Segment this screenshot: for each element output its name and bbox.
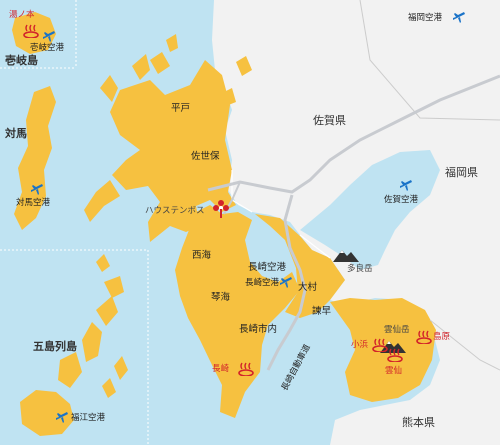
goto-main: [20, 390, 74, 436]
onsen-icon: [23, 24, 39, 38]
onsen-icon: [416, 330, 432, 344]
airport-icon: [31, 184, 43, 195]
nagasaki-east: [255, 214, 345, 318]
ariake-sea: [300, 150, 440, 270]
label-onsen-unzen: 雲仙: [385, 366, 403, 376]
label-onsen-nagasaki: 長崎: [212, 364, 230, 374]
label-goto: 五島列島: [33, 340, 77, 353]
airport-icon: [56, 412, 68, 423]
label-onsen-obama: 小浜: [351, 340, 369, 350]
label-airport-fukuoka: 福岡空港: [408, 13, 443, 23]
tsushima-island: [14, 86, 56, 230]
label-sasebo: 佐世保: [191, 151, 220, 162]
label-nagasaki-airport-area: 長崎空港: [248, 262, 287, 273]
onsen-icon: [372, 338, 388, 352]
nagasaki-west: [175, 205, 300, 418]
mountain-icon: [333, 250, 359, 262]
label-kumamoto: 熊本県: [402, 416, 435, 429]
label-airport-tsushima: 対馬空港: [16, 198, 51, 208]
label-airport-fukue: 福江空港: [71, 413, 106, 423]
label-saga: 佐賀県: [313, 114, 346, 127]
label-iki: 壱岐島: [5, 54, 38, 67]
label-togitsu: 琴海: [211, 292, 231, 303]
onsen-icon: [387, 348, 403, 362]
airport-icon: [400, 180, 412, 191]
label-airport-nagasaki: 長崎空港: [245, 278, 280, 288]
airport-icon: [43, 31, 55, 42]
airport-icon: [280, 277, 292, 288]
label-huis-ten-bosch: ハウステンボス: [145, 206, 205, 216]
airport-icon: [453, 12, 465, 23]
huis-ten-bosch-icon: [213, 200, 229, 218]
label-isahaya: 諫早: [312, 306, 332, 317]
label-hirado: 平戸: [171, 103, 191, 114]
label-tsushima: 対馬: [5, 127, 27, 140]
label-saikai: 西海: [192, 250, 212, 261]
label-omura: 大村: [298, 282, 318, 293]
label-onsen-shimabara: 島原: [433, 332, 451, 342]
expressway-line: [207, 74, 500, 194]
label-mt-unzen: 雲仙岳: [384, 325, 410, 335]
label-fukuoka: 福岡県: [445, 166, 478, 179]
nagasaki-north: [110, 60, 236, 242]
label-airport-iki: 壱岐空港: [30, 43, 65, 53]
label-airport-saga: 佐賀空港: [384, 195, 419, 205]
label-mt-tara: 多良岳: [347, 264, 373, 274]
label-nagasaki-city: 長崎市内: [239, 324, 278, 335]
onsen-icon: [238, 362, 254, 376]
label-onsen-yunomoto: 湯ノ本: [9, 10, 35, 20]
